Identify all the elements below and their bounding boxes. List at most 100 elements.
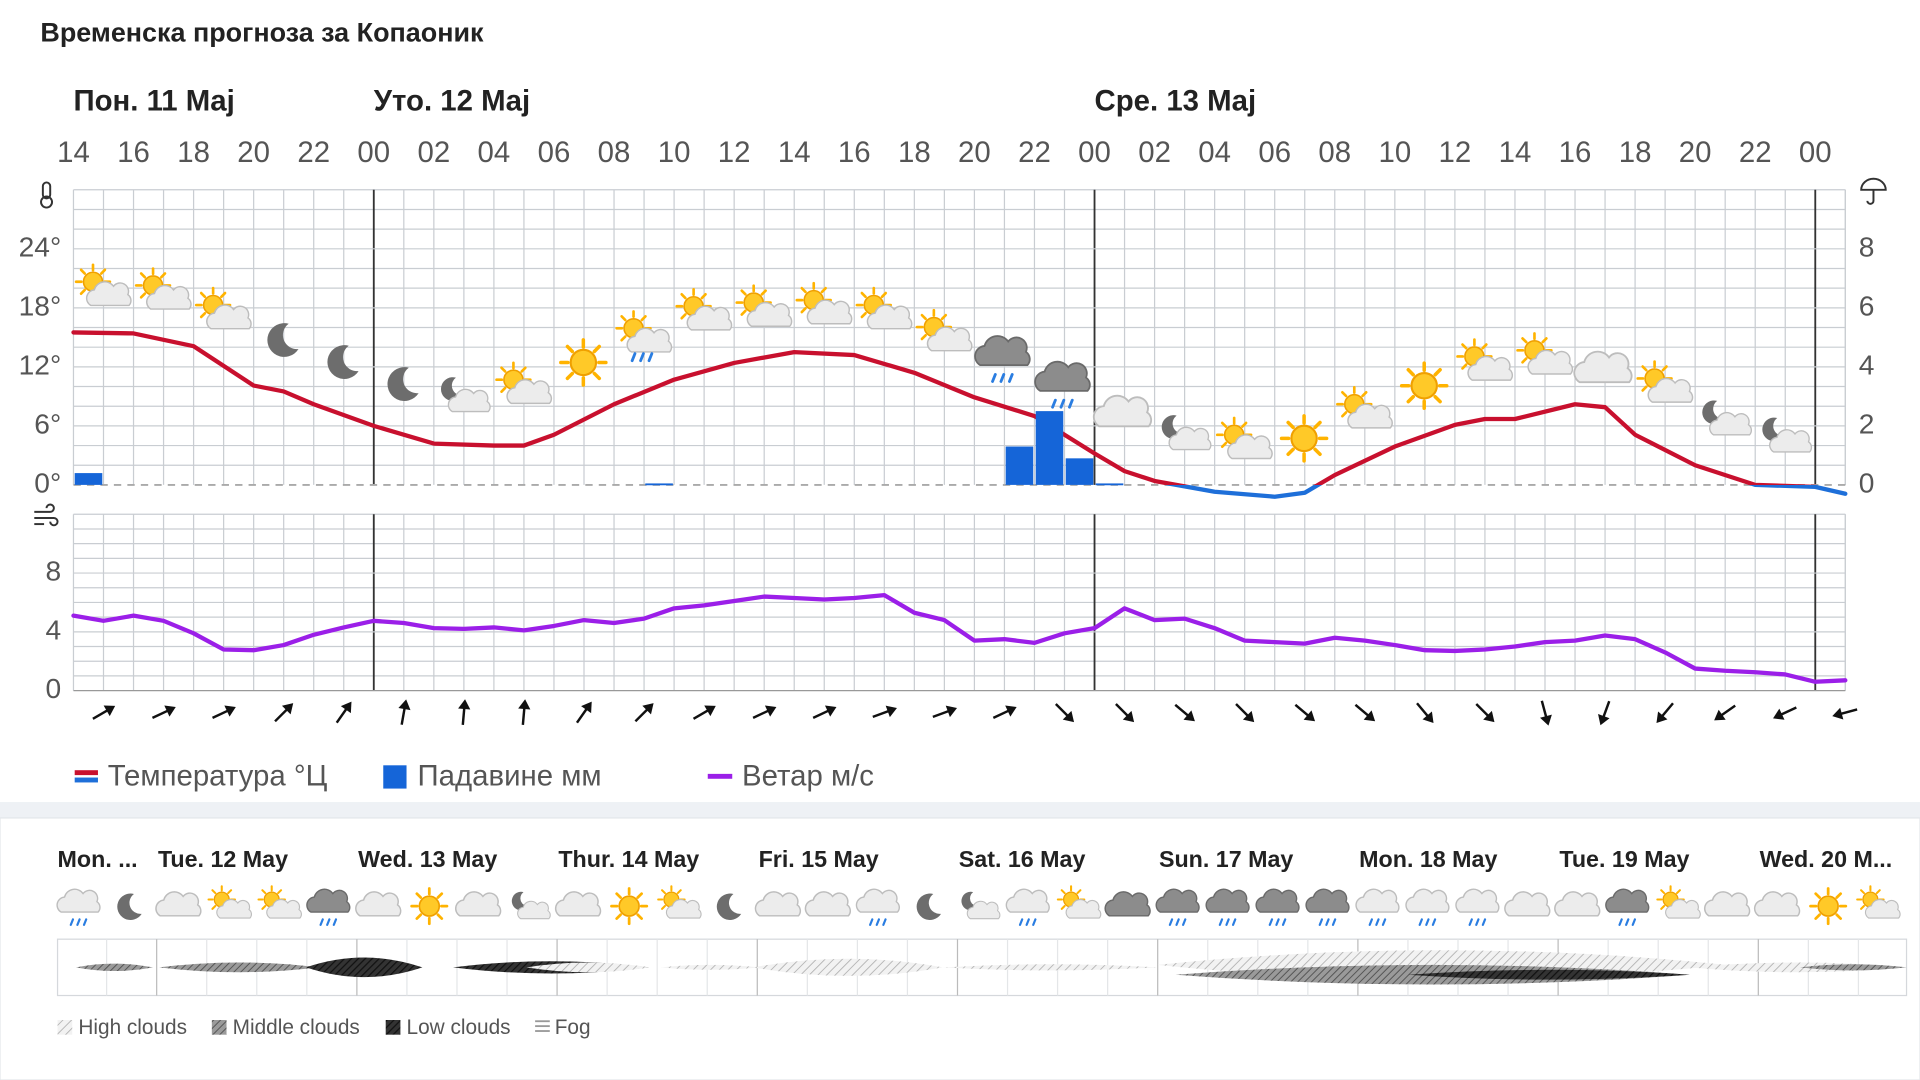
x-tick-label: 16 — [1559, 136, 1592, 169]
wind-arrow — [812, 705, 837, 719]
y2-tick-label: 0 — [1859, 467, 1875, 498]
y-tick-label: 0 — [46, 673, 62, 704]
wind-arrow — [1115, 703, 1135, 723]
y-tick-label: 24° — [19, 231, 62, 262]
y2-tick-label: 8 — [1859, 231, 1875, 262]
wind-arrow-head — [458, 699, 471, 710]
icon-part — [1399, 361, 1449, 411]
x-tick-label: 16 — [838, 136, 871, 169]
cloud-shape — [306, 957, 423, 978]
wind-arrow-head — [824, 705, 837, 717]
precipitation-bar — [1095, 483, 1124, 486]
outlook-day: Tue. 12 May — [158, 846, 288, 872]
outlook-day: Wed. 13 May — [358, 846, 497, 872]
wind-arrow-head — [945, 705, 958, 718]
wind-arrow-head — [1422, 711, 1434, 723]
cloud-shape — [1408, 969, 1690, 980]
wind-arrow — [212, 705, 236, 719]
wind-arrow-head — [224, 705, 236, 717]
wind-arrow — [335, 701, 352, 724]
legend-label: Ветар м/с — [742, 759, 874, 792]
wind-arrow-head — [1656, 711, 1668, 723]
wind-arrow — [575, 701, 592, 724]
wind-arrow-head — [642, 703, 654, 715]
legend-swatch — [74, 770, 98, 776]
wind-arrow — [1174, 703, 1195, 722]
cloud-legend-swatch — [57, 1020, 73, 1035]
outlook-day: Fri. 15 May — [759, 846, 879, 872]
weather-icon — [1279, 414, 1329, 463]
precipitation-bar — [1065, 458, 1094, 485]
thermometer-icon — [40, 181, 54, 209]
weather-icon — [559, 338, 608, 387]
precipitation-bar — [645, 483, 673, 486]
wind-arrow-head — [518, 699, 531, 710]
legend-label: Падавине мм — [418, 759, 602, 792]
outlook-icon — [610, 887, 649, 926]
x-tick-label: 18 — [898, 136, 931, 169]
legend-swatch — [74, 777, 98, 783]
wind-arrow — [752, 705, 777, 719]
wind-arrow — [634, 703, 654, 723]
wind-arrow-head — [103, 705, 116, 717]
series-line — [71, 330, 1848, 499]
wind-arrow-head — [1598, 714, 1610, 726]
x-tick-label: 22 — [297, 136, 330, 169]
wind-arrow — [1773, 706, 1797, 720]
x-tick-label: 20 — [958, 136, 991, 169]
x-tick-label: 20 — [1679, 136, 1712, 169]
legend-swatch — [383, 765, 407, 789]
wind-arrow-head — [1303, 710, 1316, 722]
legend-label: Температура °Ц — [108, 759, 328, 792]
x-tick-label: 18 — [1619, 136, 1652, 169]
wind-arrow — [932, 705, 958, 718]
wind-arrow-head — [1832, 707, 1844, 720]
precipitation-bar — [1005, 446, 1034, 485]
y-tick-label: 12° — [19, 349, 62, 380]
cloud-shape — [1800, 964, 1907, 971]
cloud-legend-label: Low clouds — [407, 1016, 511, 1039]
cloud-legend-label: High clouds — [78, 1016, 187, 1039]
wind-arrow-head — [1242, 710, 1255, 723]
x-tick-label: 22 — [1739, 136, 1772, 169]
cloud-legend-swatch — [211, 1020, 227, 1035]
wind-arrow — [1054, 703, 1075, 723]
wind-arrow-head — [704, 705, 716, 717]
wind-arrow — [1475, 703, 1495, 723]
wind-arrow-head — [581, 701, 592, 714]
wind-arrow-head — [1183, 710, 1195, 722]
x-tick-label: 12 — [1439, 136, 1472, 169]
wind-arrow-head — [1122, 710, 1135, 723]
x-tick-label: 18 — [177, 136, 210, 169]
day-label: Пон. 11 Maj — [73, 85, 234, 118]
x-tick-label: 06 — [538, 136, 571, 169]
wind-arrow — [1656, 702, 1674, 723]
icon-part — [610, 887, 649, 926]
x-tick-label: 12 — [718, 136, 751, 169]
x-tick-label: 10 — [658, 136, 691, 169]
outlook-day: Sun. 17 May — [1159, 846, 1293, 872]
x-tick-label: 02 — [1138, 136, 1171, 169]
wind-arrow — [274, 703, 294, 723]
y2-tick-label: 6 — [1859, 290, 1875, 321]
wind-arrow-head — [1540, 714, 1552, 726]
wind-arrow-head — [1363, 710, 1376, 722]
day-label: Уто. 12 Maj — [374, 85, 530, 118]
x-tick-label: 14 — [778, 136, 811, 169]
y-tick-label: 0° — [34, 467, 61, 498]
wind-arrow — [398, 699, 411, 725]
weather-icon — [1399, 361, 1449, 411]
wind-arrow — [872, 705, 897, 718]
wind-arrow-head — [164, 705, 176, 717]
x-tick-label: 20 — [237, 136, 270, 169]
y2-tick-label: 2 — [1859, 408, 1875, 439]
outlook-day: Mon. ... — [58, 846, 138, 872]
wind-arrow — [1832, 707, 1858, 720]
y-tick-label: 8 — [46, 555, 62, 586]
x-tick-label: 00 — [1078, 136, 1111, 169]
icon-part — [410, 887, 449, 926]
outlook-day: Tue. 19 May — [1559, 846, 1689, 872]
icon-part — [1279, 414, 1329, 463]
